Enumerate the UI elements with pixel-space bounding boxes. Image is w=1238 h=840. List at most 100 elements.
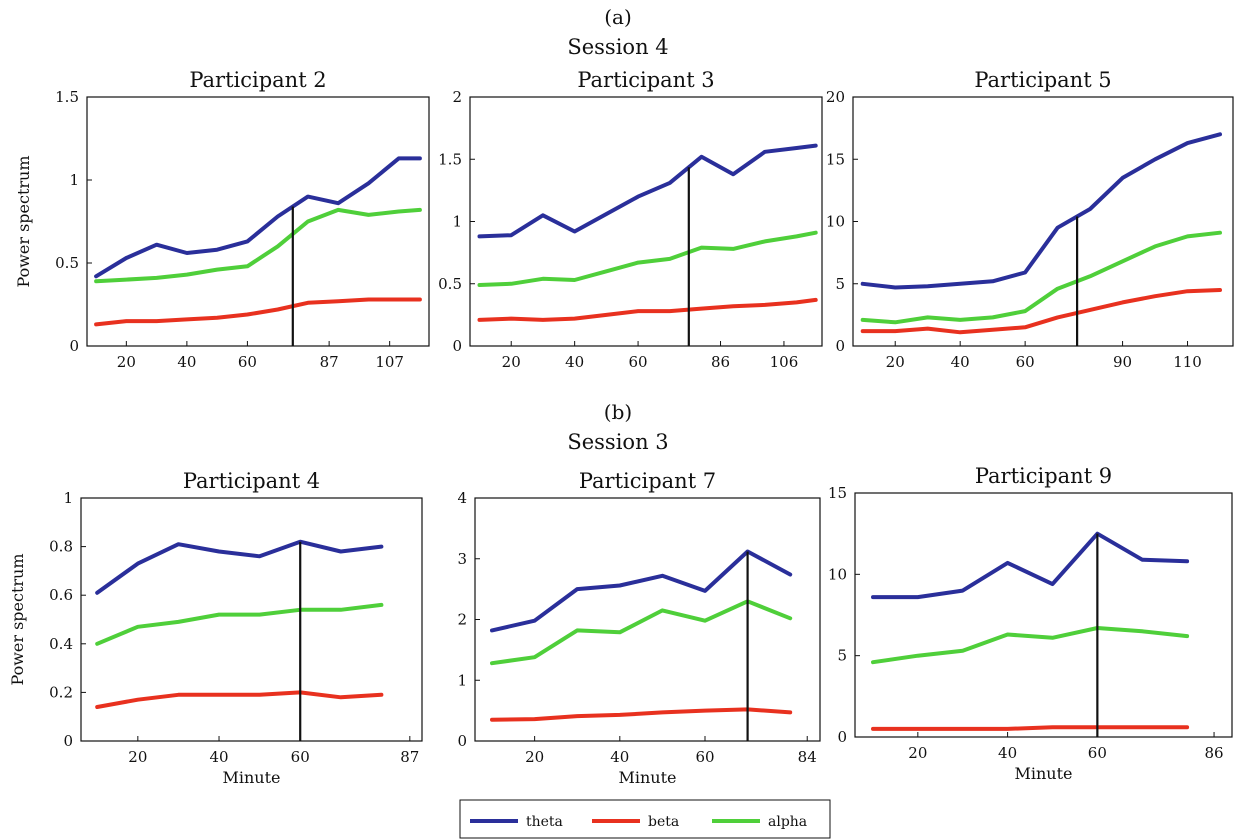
participant-3-ytick-label: 0 xyxy=(452,337,462,355)
participant-9-ytick-label: 10 xyxy=(828,565,847,583)
participant-3-xtick-label: 106 xyxy=(770,353,799,371)
participant-5-ytick-label: 20 xyxy=(826,88,845,106)
participant-5-xtick-label: 60 xyxy=(1016,353,1035,371)
session-b-title: Session 3 xyxy=(567,430,668,454)
participant-5-title: Participant 5 xyxy=(974,68,1111,92)
participant-3-ytick-label: 0.5 xyxy=(438,275,462,293)
participant-9-alpha-line xyxy=(871,626,1190,665)
participant-4-beta-line xyxy=(95,690,384,709)
participant-3-ytick-label: 1.5 xyxy=(438,150,462,168)
legend-box xyxy=(459,799,831,839)
participant-7-xtick-label: 60 xyxy=(695,748,714,766)
chart-participant-5: Participant 5 0 5 10 15 20 20 40 60 90 110 xyxy=(826,68,1234,371)
participant-7-beta-line xyxy=(490,707,793,722)
participant-9-xtick-label: 40 xyxy=(998,744,1017,762)
participant-2-xtick-label: 20 xyxy=(117,353,136,371)
legend-alpha-label: alpha xyxy=(768,814,807,830)
participant-4-ytick-label: 0 xyxy=(63,732,73,750)
panel-a-label: (a) xyxy=(604,5,632,29)
participant-3-xtick-label: 20 xyxy=(502,353,521,371)
participant-4-ytick-label: 0.8 xyxy=(49,538,73,556)
participant-9-beta-line xyxy=(871,725,1190,731)
participant-4-ytick-label: 0.6 xyxy=(49,586,73,604)
participant-4-ytick-label: 1 xyxy=(63,489,73,507)
legend-theta-label: theta xyxy=(526,814,563,830)
participant-4-ytick-label: 0.4 xyxy=(49,635,73,653)
participant-3-xtick-label: 86 xyxy=(711,353,730,371)
participant-7-xtick-label: 40 xyxy=(610,748,629,766)
participant-7-xtick-label: 84 xyxy=(798,748,817,766)
participant-4-xtick-label: 40 xyxy=(209,748,228,766)
participant-9-title: Participant 9 xyxy=(975,464,1112,488)
chart-participant-7: Participant 7 0 1 2 3 4 20 40 60 84 Minute xyxy=(457,469,821,787)
participant-4-xtick-label: 20 xyxy=(128,748,147,766)
participant-2-alpha-line xyxy=(94,207,422,284)
participant-3-title: Participant 3 xyxy=(577,68,714,92)
participant-4-ylabel: Power spectrum xyxy=(8,553,27,685)
participant-5-ytick-label: 10 xyxy=(826,213,845,231)
participant-9-ytick-label: 15 xyxy=(828,484,847,502)
participant-5-alpha-line xyxy=(860,230,1222,325)
participant-7-ytick-label: 0 xyxy=(457,732,467,750)
participant-4-plot-frame xyxy=(80,497,423,742)
participant-3-xtick-label: 40 xyxy=(565,353,584,371)
legend-beta-label: beta xyxy=(648,814,679,830)
panel-b-label: (b) xyxy=(604,400,632,424)
participant-5-plot-frame xyxy=(852,96,1234,347)
participant-2-ytick-label: 0 xyxy=(69,337,79,355)
participant-5-xtick-label: 20 xyxy=(886,353,905,371)
participant-3-alpha-line xyxy=(477,230,818,287)
participant-2-xtick-label: 107 xyxy=(375,353,404,371)
participant-9-xtick-label: 86 xyxy=(1205,744,1224,762)
participant-2-xtick-label: 60 xyxy=(238,353,257,371)
participant-5-xtick-label: 40 xyxy=(951,353,970,371)
participant-3-xtick-label: 60 xyxy=(629,353,648,371)
participant-7-ytick-label: 2 xyxy=(457,611,467,629)
participant-4-xtick-label: 87 xyxy=(400,748,419,766)
participant-7-ytick-label: 1 xyxy=(457,671,467,689)
participant-2-plot-frame xyxy=(86,96,430,347)
participant-4-ytick-label: 0.2 xyxy=(49,683,73,701)
participant-4-theta-line xyxy=(95,539,384,595)
participant-3-ytick-label: 1 xyxy=(452,213,462,231)
participant-5-beta-line xyxy=(860,288,1222,335)
participant-3-theta-line xyxy=(477,143,818,239)
participant-7-theta-line xyxy=(490,549,793,633)
participant-2-ytick-label: 1 xyxy=(69,171,79,189)
participant-4-alpha-line xyxy=(95,602,384,646)
participant-3-plot-frame xyxy=(469,96,823,347)
participant-9-ytick-label: 0 xyxy=(837,728,847,746)
participant-7-alpha-line xyxy=(490,599,793,666)
participant-2-xtick-label: 40 xyxy=(177,353,196,371)
legend: theta beta alpha xyxy=(459,799,831,839)
participant-9-theta-line xyxy=(871,531,1190,600)
participant-4-xtick-label: 60 xyxy=(291,748,310,766)
participant-5-xtick-label: 110 xyxy=(1173,353,1202,371)
participant-2-xtick-label: 87 xyxy=(320,353,339,371)
chart-participant-4: Participant 4 0 0.2 0.4 0.6 0.8 1 20 40 60 87 Minut… xyxy=(8,469,423,787)
participant-9-ytick-label: 5 xyxy=(837,647,847,665)
participant-7-xlabel: Minute xyxy=(618,768,676,787)
participant-2-theta-line xyxy=(94,156,422,279)
participant-9-plot-frame xyxy=(854,492,1233,738)
participant-9-xtick-label: 20 xyxy=(908,744,927,762)
participant-5-ytick-label: 15 xyxy=(826,150,845,168)
chart-participant-9: Participant 9 0 5 10 15 20 40 60 86 Minute xyxy=(828,464,1233,783)
participant-2-ytick-label: 1.5 xyxy=(55,88,79,106)
participant-7-xtick-label: 20 xyxy=(525,748,544,766)
participant-3-beta-line xyxy=(477,297,818,322)
participant-2-ylabel: Power spectrum xyxy=(14,155,33,287)
chart-participant-3: Participant 3 0 0.5 1 1.5 2 20 40 60 86 106 xyxy=(438,68,823,371)
participant-5-ytick-label: 5 xyxy=(835,275,845,293)
participant-7-ytick-label: 4 xyxy=(457,489,467,507)
participant-4-xlabel: Minute xyxy=(222,768,280,787)
participant-2-ytick-label: 0.5 xyxy=(55,254,79,272)
participant-5-xtick-label: 90 xyxy=(1113,353,1132,371)
session-a-title: Session 4 xyxy=(567,35,668,59)
participant-3-ytick-label: 2 xyxy=(452,88,462,106)
participant-5-ytick-label: 0 xyxy=(835,337,845,355)
participant-9-xtick-label: 60 xyxy=(1088,744,1107,762)
chart-participant-2: Participant 2 0 0.5 1 1.5 20 40 60 87 107 Power sp… xyxy=(14,68,430,371)
participant-4-title: Participant 4 xyxy=(183,469,320,493)
